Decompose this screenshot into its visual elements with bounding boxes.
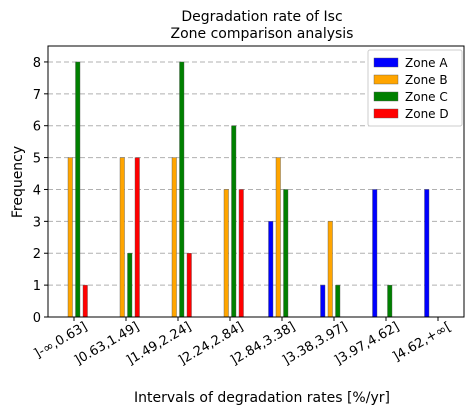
bar-zone-c — [179, 61, 185, 318]
y-tick-label: 3 — [33, 215, 41, 230]
y-tick-label: 5 — [33, 152, 41, 167]
y-axis-ticks: 0 1 2 3 4 5 6 7 8 — [33, 56, 48, 326]
bar-zone-b — [67, 157, 73, 318]
legend-label: Zone B — [405, 73, 448, 87]
x-axis-ticks: ]-∞,0.63]]0.63,1.49]]1.49,2.24]]2.24,2.8… — [32, 317, 454, 369]
y-tick-label: 7 — [33, 88, 41, 103]
bar-zone-b — [275, 157, 281, 318]
y-tick-label: 0 — [33, 311, 41, 326]
bar-zone-a — [424, 189, 430, 318]
bar-zone-d — [186, 253, 192, 318]
y-tick-label: 4 — [33, 183, 41, 198]
bar-zone-c — [335, 284, 341, 318]
bar-zone-c — [75, 61, 81, 318]
plot-frame — [47, 45, 465, 318]
y-axis-label: Frequency — [10, 146, 26, 218]
x-axis-label: Intervals of degradation rates [%/yr] — [134, 390, 390, 406]
bar-zone-b — [327, 221, 333, 318]
y-tick-label: 2 — [33, 247, 41, 262]
legend-swatch — [373, 108, 399, 119]
y-tick-label: 8 — [33, 56, 41, 71]
bars — [67, 61, 430, 318]
bar-zone-d — [238, 189, 244, 318]
bar-zone-b — [119, 157, 125, 318]
bar-zone-c — [127, 253, 133, 318]
legend-swatch — [373, 74, 399, 85]
x-tick-label: ]4.62,+∞[ — [390, 319, 454, 364]
legend-label: Zone C — [405, 90, 448, 104]
bar-zone-a — [372, 189, 378, 318]
legend-label: Zone A — [405, 56, 448, 70]
bar-zone-c — [231, 125, 237, 318]
bar-zone-b — [223, 189, 229, 318]
bar-zone-d — [134, 157, 140, 318]
y-tick-label: 1 — [33, 279, 41, 294]
chart-title: Degradation rate of Isc — [181, 9, 342, 25]
legend: Zone A Zone B Zone C Zone D — [367, 49, 463, 127]
y-tick-label: 6 — [33, 120, 41, 135]
bar-zone-d — [82, 284, 88, 318]
bar-zone-c — [283, 189, 289, 318]
legend-swatch — [373, 57, 399, 68]
chart-subtitle: Zone comparison analysis — [171, 26, 354, 42]
legend-box — [367, 49, 463, 127]
bar-zone-a — [320, 284, 326, 318]
bar-zone-b — [171, 157, 177, 318]
bar-zone-a — [268, 221, 274, 318]
bar-zone-c — [387, 284, 393, 318]
legend-label: Zone D — [405, 107, 449, 121]
legend-swatch — [373, 91, 399, 102]
